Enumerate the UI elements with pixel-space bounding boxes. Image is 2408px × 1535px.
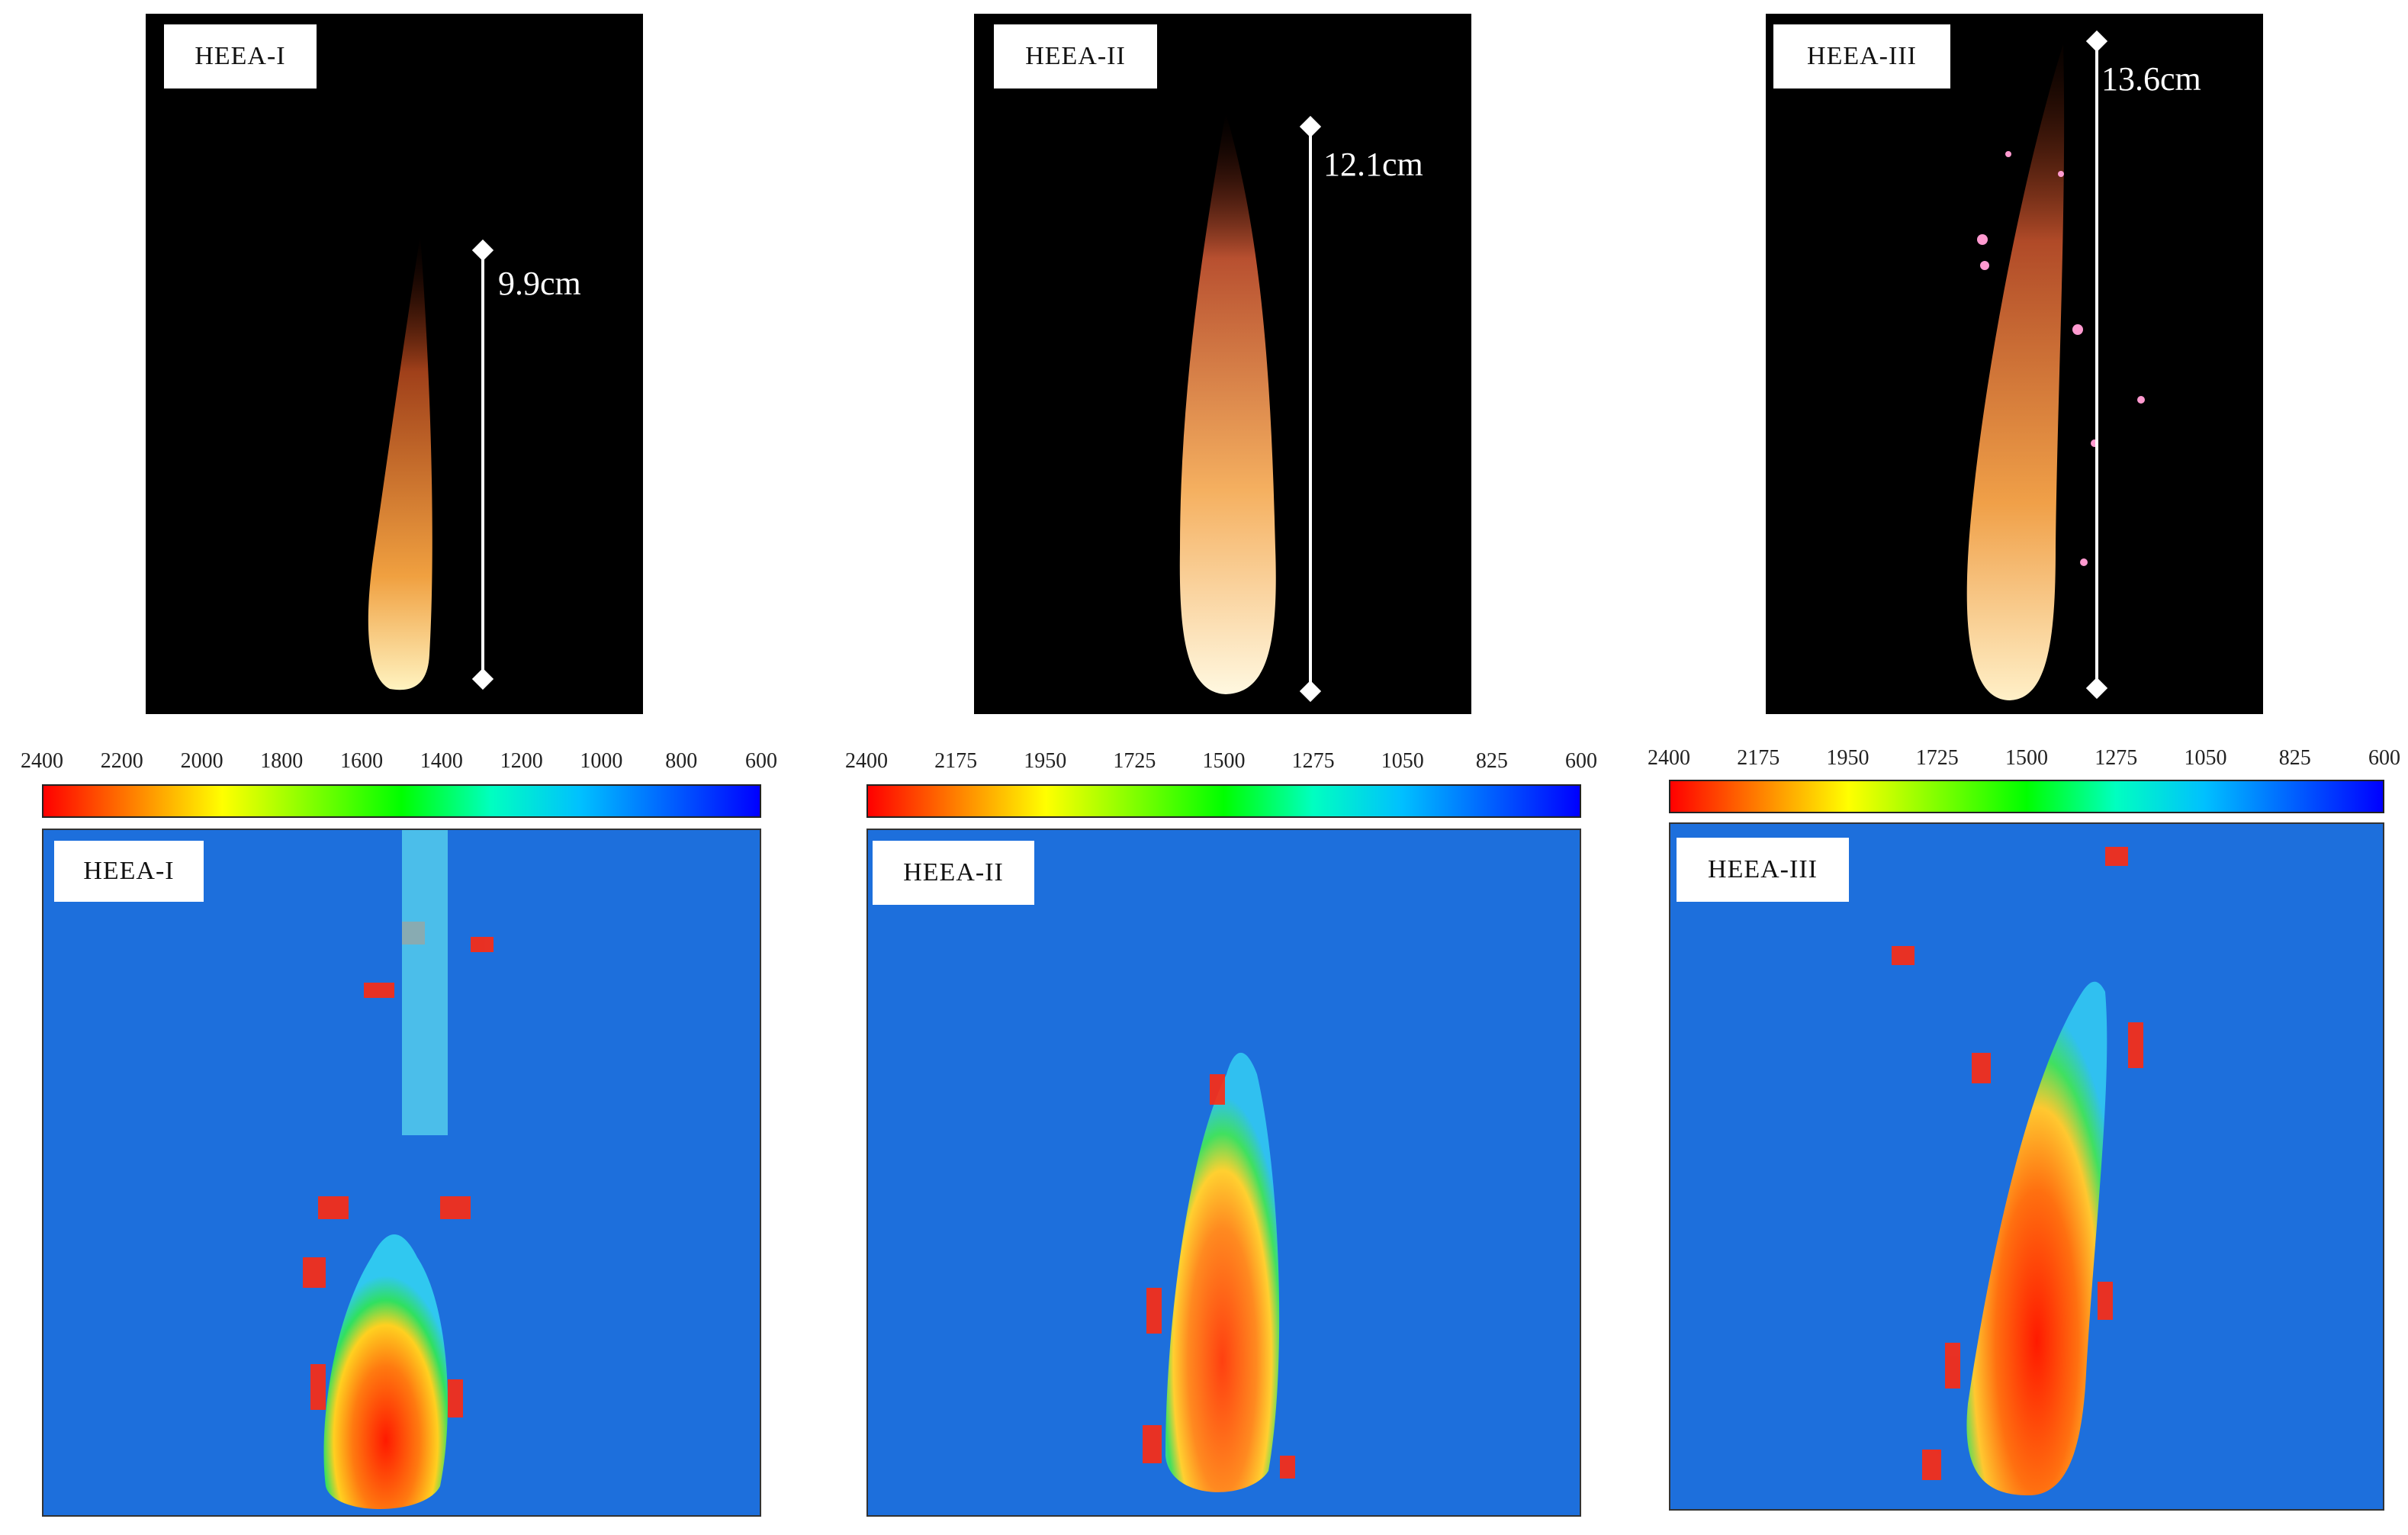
scale-tick: 2175 (934, 749, 978, 773)
scale-2-ticks: 2400 2175 1950 1725 1500 1275 1050 825 6… (845, 749, 1597, 780)
photo-3-height-text: 13.6cm (2101, 60, 2201, 98)
photo-3-label: HEEA-III (1773, 24, 1950, 88)
thermal-map-1: HEEA-I (42, 829, 761, 1517)
scale-tick: 2000 (180, 749, 223, 773)
scale-tick: 1275 (2095, 746, 2138, 770)
thermal-1-drawing (303, 830, 493, 1509)
color-scale-bar-1 (42, 784, 761, 818)
thermal-map-2: HEEA-II (866, 829, 1581, 1517)
marker-top-diamond (471, 239, 494, 262)
scale-tick: 2400 (845, 749, 888, 773)
scale-1-ticks: 2400 2200 2000 1800 1600 1400 1200 1000 … (21, 749, 777, 780)
scale-tick: 825 (2278, 746, 2311, 770)
color-scale-bar-2 (866, 784, 1581, 818)
thermal-2-label: HEEA-II (873, 841, 1034, 905)
scale-tick: 1050 (2184, 746, 2227, 770)
scale-tick: 825 (1475, 749, 1508, 773)
scale-tick: 2400 (21, 749, 63, 773)
photo-2-height-text: 12.1cm (1323, 146, 1423, 183)
scale-tick: 800 (665, 749, 698, 773)
flame-photo-2: HEEA-II 12.1cm (974, 14, 1471, 714)
scale-3-ticks: 2400 2175 1950 1725 1500 1275 1050 825 6… (1648, 746, 2400, 777)
marker-top-diamond (2085, 30, 2108, 53)
scale-tick: 1000 (580, 749, 623, 773)
scale-tick: 1050 (1381, 749, 1424, 773)
scale-tick: 1800 (260, 749, 304, 773)
flame-photo-3: HEEA-III 13.6cm (1766, 14, 2263, 714)
marker-bottom-diamond (471, 668, 494, 690)
color-scale-bar-3 (1669, 780, 2384, 813)
scale-tick: 1400 (420, 749, 463, 773)
thermal-1-label: HEEA-I (54, 841, 204, 902)
marker-bottom-diamond (2085, 677, 2108, 700)
flame-2-drawing (1179, 113, 1322, 703)
photo-1-height-text: 9.9cm (498, 265, 581, 302)
scale-tick: 1500 (2005, 746, 2048, 770)
scale-tick: 2400 (1648, 746, 1690, 770)
scale-tick: 2175 (1737, 746, 1780, 770)
scale-tick: 600 (745, 749, 777, 773)
photo-1-label: HEEA-I (164, 24, 317, 88)
thermal-map-3: HEEA-III (1669, 822, 2384, 1511)
marker-top-diamond (1299, 115, 1322, 138)
scale-tick: 1725 (1113, 749, 1156, 773)
flame-1-drawing (368, 235, 494, 690)
scale-tick: 600 (1565, 749, 1597, 773)
thermal-3-drawing (1892, 847, 2143, 1495)
flame-3-drawing (1966, 30, 2145, 700)
marker-bottom-diamond (1299, 680, 1322, 703)
flame-3-shape (1966, 44, 2065, 700)
scale-tick: 1725 (1915, 746, 1959, 770)
thermal-3-label: HEEA-III (1677, 838, 1849, 902)
photo-2-label: HEEA-II (994, 24, 1157, 88)
thermal-2-drawing (1143, 1052, 1295, 1492)
scale-tick: 1275 (1291, 749, 1335, 773)
scale-tick: 2200 (100, 749, 143, 773)
scale-tick: 600 (2368, 746, 2400, 770)
scale-tick: 1950 (1826, 746, 1869, 770)
flame-2-shape (1179, 113, 1276, 694)
scale-tick: 1950 (1024, 749, 1067, 773)
scale-tick: 1600 (340, 749, 384, 773)
scale-tick: 1200 (500, 749, 543, 773)
flame-photo-1: HEEA-I 9.9cm (146, 14, 643, 714)
scale-tick: 1500 (1202, 749, 1246, 773)
flame-1-shape (368, 235, 432, 690)
